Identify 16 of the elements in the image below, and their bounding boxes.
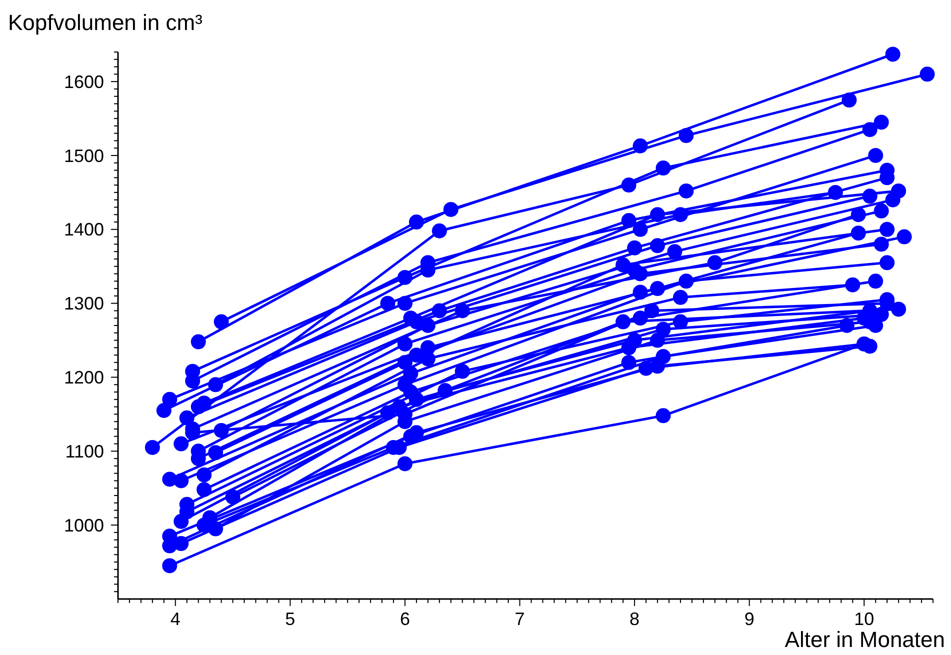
y-tick-label: 1200 bbox=[64, 368, 104, 388]
x-axis-title: Alter in Monaten bbox=[784, 627, 945, 652]
y-tick-label: 1600 bbox=[64, 72, 104, 92]
x-tick-label: 10 bbox=[854, 609, 874, 629]
y-tick-label: 1300 bbox=[64, 294, 104, 314]
y-tick-label: 1500 bbox=[64, 146, 104, 166]
x-tick-label: 8 bbox=[630, 609, 640, 629]
y-tick-label: 1400 bbox=[64, 220, 104, 240]
y-tick-label: 1000 bbox=[64, 515, 104, 536]
x-tick-label: 4 bbox=[170, 609, 180, 629]
x-tick-label: 9 bbox=[744, 609, 754, 629]
x-tick-label: 5 bbox=[285, 609, 296, 629]
y-tick-label: 1100 bbox=[65, 441, 104, 462]
x-tick-label: 7 bbox=[514, 609, 525, 629]
chart-title: Kopfvolumen in cm³ bbox=[8, 10, 202, 35]
x-tick-label: 6 bbox=[400, 609, 410, 629]
